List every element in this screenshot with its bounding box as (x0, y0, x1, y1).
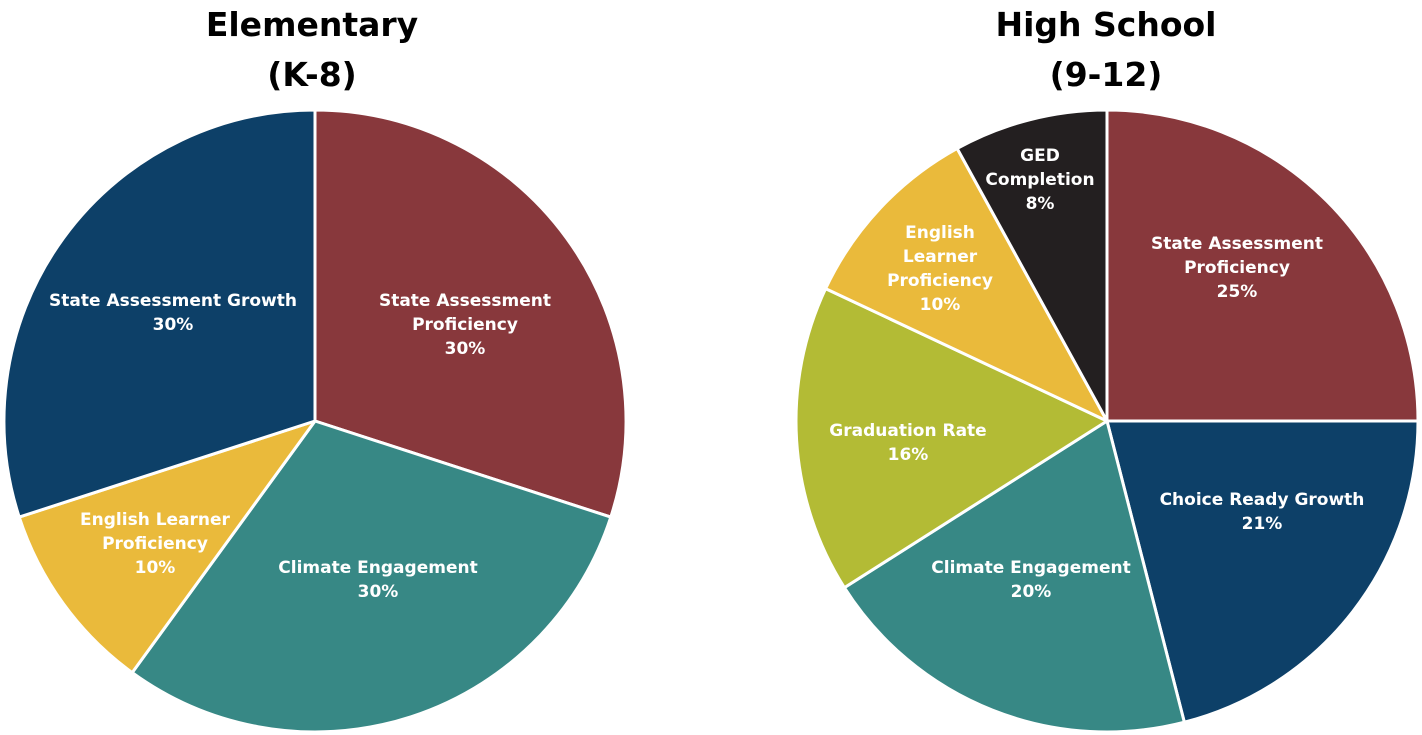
slice-label: Graduation Rate 16% (829, 421, 986, 465)
slice-label: Climate Engagement 20% (931, 558, 1130, 602)
pie-slice-climate-engagement (842, 419, 1186, 734)
high-school-pie-chart (794, 108, 1420, 734)
elementary-title-line2: (K-8) (267, 55, 357, 94)
pie-slice-english-learner-proficiency (824, 146, 1109, 423)
pie-slice-state-assessment-growth (2, 108, 317, 519)
slice-label: GED Completion 8% (985, 146, 1094, 214)
elementary-slice-labels: State Assessment Growth 30% State Assessme… (49, 291, 551, 602)
pie-slice-state-assessment-proficiency (1105, 108, 1420, 423)
high-school-title-line1: High School (995, 5, 1217, 44)
slice-label: State Assessment Growth 30% (49, 291, 297, 335)
elementary-title: Elementary (K-8) (112, 0, 512, 100)
high-school-slice-labels: GED Completion 8% English Learner Proficiency… (829, 146, 1364, 602)
elementary-pie-chart (2, 108, 628, 734)
slice-label: State Assessment Proficiency 30% (379, 291, 551, 359)
pie-slice-climate-engagement (130, 419, 613, 734)
slice-label: Choice Ready Growth 21% (1160, 490, 1365, 534)
high-school-title-line2: (9-12) (1049, 55, 1163, 94)
slice-label: State Assessment Proficiency 25% (1151, 234, 1323, 302)
elementary-title-line1: Elementary (205, 5, 419, 44)
slice-label: English Learner Proficiency 10% (887, 223, 993, 315)
slice-label: Climate Engagement 30% (278, 558, 477, 602)
pie-slice-choice-ready-growth (1105, 419, 1420, 724)
pie-slice-ged-completion (955, 108, 1109, 423)
pie-slice-english-learner-proficiency (17, 419, 317, 675)
pie-slice-state-assessment-proficiency (313, 108, 628, 519)
pie-slice-graduation-rate (794, 287, 1109, 590)
high-school-title: High School (9-12) (906, 0, 1306, 100)
slice-label: English Learner Proficiency 10% (80, 510, 231, 578)
